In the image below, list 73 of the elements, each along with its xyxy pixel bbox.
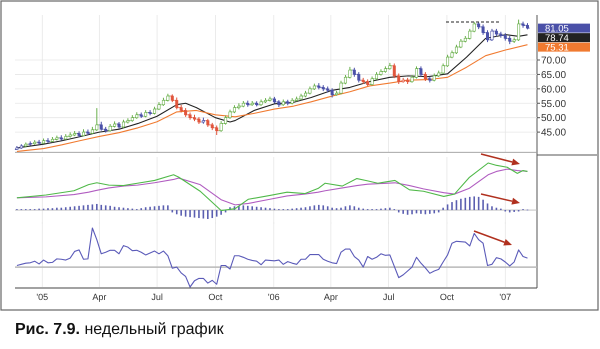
- candlestick: [45, 138, 50, 144]
- candlestick: [76, 130, 82, 138]
- candlestick: [134, 112, 140, 120]
- candlestick: [405, 77, 410, 84]
- y-tick-label: 50.00: [541, 113, 566, 124]
- candlestick: [258, 99, 264, 106]
- x-tick-label: '07: [499, 292, 512, 302]
- y-tick-label: 55.00: [541, 98, 566, 110]
- candlestick: [285, 99, 290, 106]
- candlestick: [192, 114, 197, 122]
- candlestick: [32, 140, 38, 146]
- candlestick: [378, 68, 384, 76]
- candlestick: [72, 130, 78, 137]
- candlestick: [28, 140, 33, 146]
- candlestick: [41, 138, 46, 144]
- candlestick: [302, 90, 308, 98]
- candlestick: [63, 134, 68, 140]
- x-tick-label: Apr: [92, 292, 106, 302]
- x-tick-label: '05: [36, 292, 48, 302]
- candlestick: [116, 122, 122, 130]
- candlestick: [236, 102, 242, 110]
- y-tick-label: 65.00: [541, 70, 566, 81]
- candlestick: [400, 77, 406, 84]
- x-tick-label: Apr: [324, 292, 338, 302]
- candlestick: [68, 132, 73, 138]
- annotation: 81.05: [545, 23, 569, 34]
- candlestick: [520, 21, 526, 28]
- candlestick: [427, 76, 432, 83]
- x-tick-label: Jul: [151, 292, 163, 302]
- candlestick: [312, 83, 317, 90]
- x-tick-label: Oct: [440, 292, 454, 302]
- candlestick: [125, 118, 130, 124]
- annotation: 75.31: [545, 42, 569, 54]
- candlestick: [267, 96, 272, 102]
- candlestick: [85, 129, 90, 136]
- candlestick: [320, 84, 326, 92]
- candlestick: [298, 93, 304, 101]
- candlestick: [498, 31, 504, 38]
- candlestick: [14, 145, 20, 150]
- candlestick: [130, 114, 135, 122]
- candlestick: [360, 77, 366, 84]
- text: Рис. 7.9. недельный график: [15, 321, 225, 338]
- candlestick: [148, 110, 153, 116]
- candlestick: [240, 100, 246, 108]
- candlestick: [36, 139, 42, 146]
- candlestick: [263, 98, 268, 104]
- candlestick: [50, 136, 55, 143]
- candlestick: [58, 134, 64, 141]
- candlestick: [23, 142, 28, 148]
- candlestick: [245, 100, 250, 108]
- candlestick: [280, 99, 286, 106]
- candlestick: [112, 120, 118, 128]
- x-tick-label: Oct: [208, 292, 223, 302]
- candlestick: [18, 144, 24, 150]
- candlestick: [524, 22, 530, 30]
- candlestick: [325, 86, 330, 94]
- y-tick-label: 45.00: [541, 128, 566, 139]
- x-tick-label: Jul: [382, 292, 394, 302]
- y-tick-label: 60.00: [541, 84, 566, 96]
- annotation: 78.74: [545, 32, 569, 44]
- candlestick: [138, 112, 144, 118]
- candlestick: [316, 82, 322, 90]
- candlestick: [200, 117, 206, 124]
- x-tick-label: '06: [268, 292, 280, 302]
- candlestick: [250, 100, 255, 106]
- candlestick: [272, 96, 277, 104]
- candlestick: [365, 78, 370, 86]
- candlestick: [382, 66, 388, 74]
- candlestick: [254, 100, 260, 107]
- candlestick: [290, 98, 295, 105]
- candlestick: [294, 96, 300, 102]
- candlestick: [54, 135, 60, 141]
- y-tick-label: 70.00: [541, 55, 566, 66]
